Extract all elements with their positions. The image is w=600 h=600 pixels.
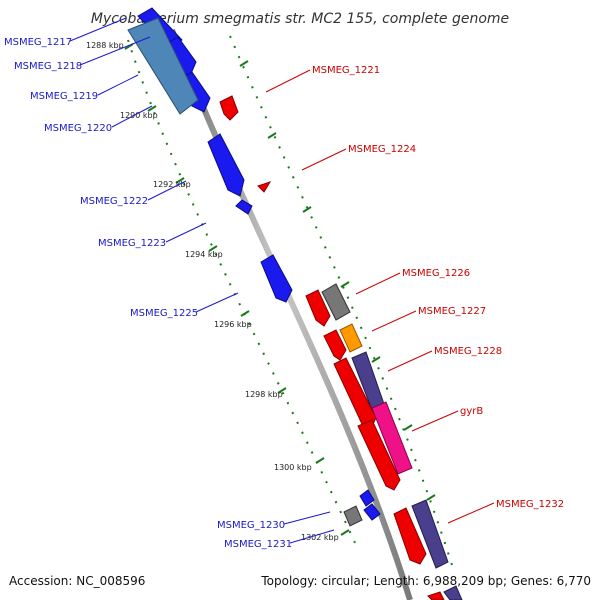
gene-label-right[interactable]: MSMEG_1228	[434, 346, 502, 357]
kbp-label: 1290 kbp	[120, 111, 158, 120]
tick	[277, 387, 287, 394]
major-ticks	[124, 43, 436, 536]
gene-label-right[interactable]: MSMEG_1227	[418, 306, 486, 317]
leader	[79, 36, 151, 66]
leader	[165, 222, 207, 243]
leader	[355, 272, 401, 295]
gene-msmeg-1231[interactable]	[359, 489, 375, 507]
leader	[289, 529, 335, 544]
gene-label-left[interactable]: MSMEG_1219	[30, 91, 98, 102]
gene-msmeg-1223[interactable]	[235, 199, 253, 215]
gene-gyrb[interactable]	[371, 401, 413, 475]
gene-msmeg-1227[interactable]	[323, 329, 347, 361]
gene-label-left[interactable]: MSMEG_1217	[4, 37, 72, 48]
leader	[411, 410, 459, 432]
tick	[315, 457, 325, 464]
kbp-label: 1298 kbp	[245, 390, 283, 399]
gene-msmeg-1232b[interactable]	[393, 507, 427, 565]
tick-tracks	[127, 35, 453, 566]
forward-strand-genes	[219, 95, 463, 600]
right-labels: MSMEG_1221 MSMEG_1224 MSMEG_1226 MSMEG_1…	[312, 65, 564, 510]
leader	[69, 17, 127, 42]
gene-label-right[interactable]: MSMEG_1224	[348, 144, 416, 155]
gene-msmeg-1222[interactable]	[207, 133, 245, 197]
topology-text: Topology: circular; Length: 6,988,209 bp…	[261, 574, 591, 588]
gene-next-slate[interactable]	[443, 585, 463, 600]
gene-label-right[interactable]: MSMEG_1221	[312, 65, 380, 76]
gene-msmeg-1221[interactable]	[219, 95, 239, 121]
map-title: Mycobacterium smegmatis str. MC2 155, co…	[91, 11, 509, 27]
gene-label-left[interactable]: MSMEG_1222	[80, 196, 148, 207]
gene-label-left[interactable]: MSMEG_1218	[14, 61, 82, 72]
gene-msmeg-1232[interactable]	[411, 499, 449, 569]
leader	[265, 69, 311, 93]
leader	[387, 350, 433, 372]
kbp-labels: 1288 kbp 1290 kbp 1292 kbp 1294 kbp 1296…	[86, 41, 339, 542]
leader	[447, 502, 495, 524]
gene-msmeg-1226[interactable]	[305, 289, 331, 327]
gene-label-right[interactable]: gyrB	[460, 406, 483, 417]
tick	[371, 356, 381, 363]
gene-msmeg-1231b[interactable]	[363, 503, 381, 521]
gene-label-right[interactable]: MSMEG_1232	[496, 499, 564, 510]
gene-label-left[interactable]: MSMEG_1231	[224, 539, 292, 550]
gene-msmeg-1230[interactable]	[343, 505, 363, 527]
gene-label-left[interactable]: MSMEG_1230	[217, 520, 285, 531]
tick	[302, 206, 312, 213]
kbp-label: 1296 kbp	[214, 320, 252, 329]
leader	[97, 74, 139, 96]
gene-msmeg-1220[interactable]	[127, 17, 199, 115]
tick	[340, 529, 350, 536]
leader	[147, 180, 187, 201]
tick	[426, 494, 436, 501]
leader	[301, 148, 347, 171]
left-labels: MSMEG_1217 MSMEG_1218 MSMEG_1219 MSMEG_1…	[4, 37, 292, 550]
tick	[208, 245, 218, 252]
tick	[403, 424, 413, 431]
kbp-label: 1292 kbp	[153, 180, 191, 189]
tick	[239, 60, 249, 67]
tick	[267, 132, 277, 139]
gene-next[interactable]	[427, 591, 445, 600]
gene-label-right[interactable]: MSMEG_1226	[402, 268, 470, 279]
gene-gyrb-red[interactable]	[357, 419, 401, 491]
gene-label-left[interactable]: MSMEG_1225	[130, 308, 198, 319]
accession-text: Accession: NC_008596	[9, 574, 146, 588]
reverse-strand-genes	[127, 7, 381, 527]
gene-msmeg-1224[interactable]	[257, 181, 272, 193]
tick	[340, 281, 350, 288]
tick	[147, 105, 157, 112]
left-leaders	[69, 17, 335, 544]
tick	[240, 310, 250, 317]
tick	[175, 177, 185, 184]
kbp-label: 1300 kbp	[274, 463, 312, 472]
right-leaders	[265, 69, 495, 524]
kbp-label: 1302 kbp	[301, 533, 339, 542]
kbp-label: 1294 kbp	[185, 250, 223, 259]
gene-label-left[interactable]: MSMEG_1220	[44, 123, 112, 134]
gene-msmeg-1226b[interactable]	[321, 283, 351, 321]
gene-msmeg-1227b[interactable]	[339, 323, 363, 353]
leader	[111, 105, 153, 128]
gene-label-left[interactable]: MSMEG_1223	[98, 238, 166, 249]
leader	[371, 310, 417, 332]
gene-msmeg-1225[interactable]	[260, 254, 293, 303]
leader	[195, 292, 239, 313]
leader	[283, 511, 331, 525]
kbp-label: 1288 kbp	[86, 41, 124, 50]
inner-track	[127, 39, 357, 546]
